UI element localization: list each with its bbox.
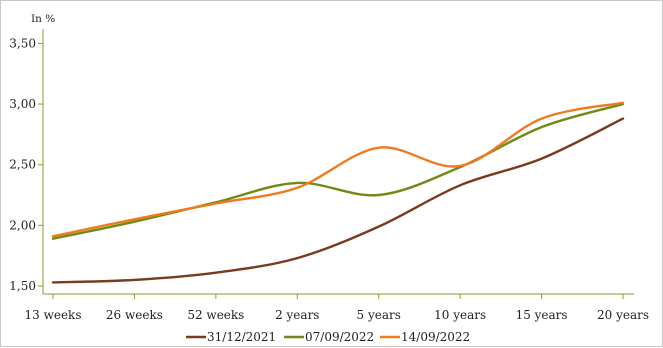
y-tick-label: 2,00 bbox=[9, 218, 36, 232]
x-tick-label: 13 weeks bbox=[25, 308, 82, 322]
x-tick-label: 2 years bbox=[275, 308, 319, 322]
x-tick-label: 52 weeks bbox=[187, 308, 244, 322]
y-tick-label: 3,50 bbox=[9, 36, 36, 50]
series-line-0 bbox=[51, 117, 625, 284]
y-axis-unit-label: In % bbox=[31, 13, 55, 25]
axes: 1,50 2,00 2,50 3,00 3,50 13 weeks 26 weeks 52 w… bbox=[9, 29, 649, 322]
y-tick-label: 1,50 bbox=[9, 279, 36, 293]
x-tick-label: 10 years bbox=[434, 308, 486, 322]
series-lines bbox=[51, 101, 625, 284]
series-line-2 bbox=[51, 101, 625, 238]
x-tick-label: 20 years bbox=[597, 308, 649, 322]
legend: 31/12/2021 07/09/2022 14/09/2022 bbox=[186, 330, 470, 344]
x-tick-label: 26 weeks bbox=[106, 308, 163, 322]
legend-label: 07/09/2022 bbox=[305, 330, 374, 344]
legend-label: 14/09/2022 bbox=[401, 330, 470, 344]
y-tick-label: 2,50 bbox=[9, 158, 36, 172]
legend-label: 31/12/2021 bbox=[207, 330, 276, 344]
series-line-1 bbox=[51, 102, 625, 240]
x-tick-label: 15 years bbox=[516, 308, 568, 322]
y-tick-label: 3,00 bbox=[9, 97, 36, 111]
x-tick-label: 5 years bbox=[357, 308, 401, 322]
